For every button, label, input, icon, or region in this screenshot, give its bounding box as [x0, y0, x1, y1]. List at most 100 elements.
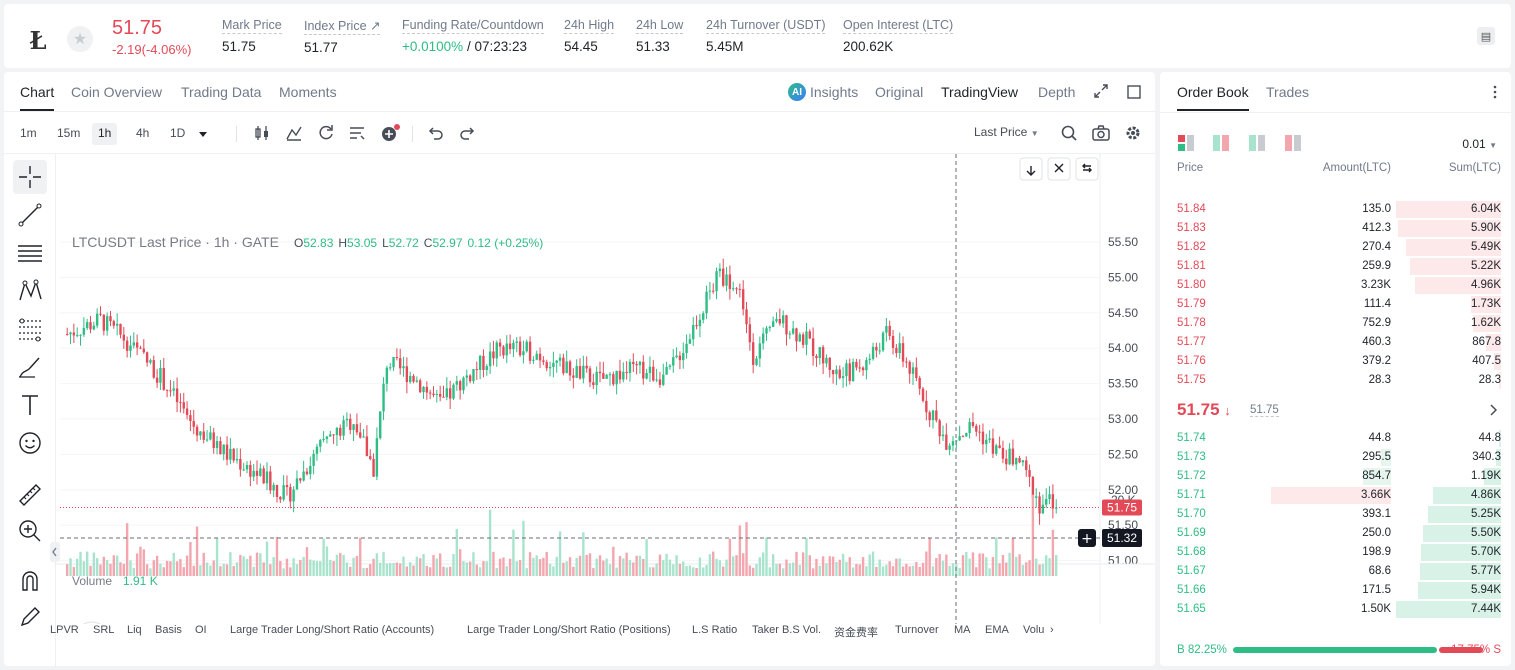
undo-icon[interactable] — [426, 123, 446, 143]
magnet-icon[interactable] — [13, 564, 47, 598]
redo-icon[interactable] — [457, 123, 477, 143]
ask-row[interactable]: 51.83 412.3 5.90K — [1160, 219, 1511, 238]
indicator-taker-bs-vol[interactable]: Taker B.S Vol. — [752, 624, 822, 636]
stat-funding-rate[interactable]: Funding Rate/Countdown +0.0100% / 07:23:… — [402, 18, 544, 54]
indicator-lpvr[interactable]: LPVR — [50, 624, 79, 636]
stat-index-price[interactable]: Index Price ↗ 51.77 — [304, 19, 381, 55]
chevron-right-icon[interactable] — [1489, 404, 1497, 416]
settings-gear-icon[interactable] — [1123, 123, 1143, 143]
volume-bar — [748, 565, 752, 576]
indicator-ma[interactable]: MA — [954, 624, 971, 636]
ask-row[interactable]: 51.78 752.9 1.62K — [1160, 314, 1511, 333]
ask-row[interactable]: 51.75 28.3 28.3 — [1160, 371, 1511, 390]
bids-only-mode-icon[interactable] — [1249, 135, 1267, 151]
ask-row[interactable]: 51.76 379.2 407.5 — [1160, 352, 1511, 371]
tab-chart[interactable]: Chart — [20, 84, 55, 111]
indicator-ema[interactable]: EMA — [985, 624, 1009, 636]
both-sides-mode-icon[interactable] — [1178, 135, 1196, 151]
ruler-icon[interactable] — [13, 478, 47, 512]
ask-row[interactable]: 51.77 460.3 867.8 — [1160, 333, 1511, 352]
zoom-in-icon[interactable] — [13, 514, 47, 548]
bid-row[interactable]: 51.68 198.9 5.70K — [1160, 543, 1511, 562]
add-indicator-icon[interactable] — [380, 123, 400, 143]
tab-coin-overview[interactable]: Coin Overview — [71, 84, 163, 100]
indicator-large-trader-positions[interactable]: Large Trader Long/Short Ratio (Positions… — [467, 624, 671, 636]
indicator-large-trader-accounts[interactable]: Large Trader Long/Short Ratio (Accounts) — [230, 624, 435, 636]
asks-only-mode-icon[interactable] — [1285, 135, 1303, 151]
replay-icon[interactable] — [316, 123, 336, 143]
pattern-icon[interactable] — [13, 274, 47, 308]
bid-row[interactable]: 51.67 68.6 5.77K — [1160, 562, 1511, 581]
window-icon[interactable] — [1127, 85, 1141, 99]
search-icon[interactable] — [1059, 123, 1079, 143]
indicator-volume[interactable]: Volu — [1023, 624, 1045, 636]
bid-row[interactable]: 51.74 44.8 44.8 — [1160, 429, 1511, 448]
bids-asks-mode-icon[interactable] — [1213, 135, 1231, 151]
price-type-select[interactable]: Last Price ▼ — [974, 125, 1039, 139]
tab-moments[interactable]: Moments — [279, 84, 337, 100]
pencil-lock-icon[interactable] — [13, 600, 47, 634]
precision-select[interactable]: 0.01 ▼ — [1462, 137, 1497, 151]
fib-retracement-icon[interactable] — [13, 312, 47, 346]
timeframe-1h[interactable]: 1h — [92, 123, 118, 145]
volume-bar — [708, 554, 712, 576]
indicator-ls-ratio[interactable]: L.S Ratio — [692, 624, 738, 636]
candle-body — [735, 288, 738, 290]
bid-row[interactable]: 51.66 171.5 5.94K — [1160, 581, 1511, 600]
candle-body — [488, 351, 492, 367]
timeframe-15m[interactable]: 15m — [57, 126, 81, 140]
expand-icon[interactable] — [1094, 84, 1108, 98]
candle-body — [638, 361, 642, 366]
emoji-icon[interactable] — [13, 426, 47, 460]
timeframe-1m[interactable]: 1m — [20, 126, 37, 140]
bid-row[interactable]: 51.70 393.1 5.25K — [1160, 505, 1511, 524]
bid-row[interactable]: 51.73 295.5 340.3 — [1160, 448, 1511, 467]
indicators-icon[interactable] — [284, 123, 304, 143]
indicator-oi[interactable]: OI — [195, 624, 207, 636]
view-depth[interactable]: Depth — [1038, 84, 1076, 100]
indicator-liq[interactable]: Liq — [127, 624, 142, 636]
text-tool-icon[interactable] — [13, 388, 47, 422]
more-options-icon[interactable] — [1493, 85, 1497, 99]
view-insights[interactable]: Insights — [810, 84, 859, 100]
sell-ratio-bar — [1438, 647, 1483, 653]
tab-trades[interactable]: Trades — [1266, 84, 1310, 100]
camera-icon[interactable] — [1091, 123, 1111, 143]
view-tradingview[interactable]: TradingView — [941, 84, 1019, 100]
bid-row[interactable]: 51.71 3.66K 4.86K — [1160, 486, 1511, 505]
candle-body — [135, 342, 139, 348]
chevron-right-icon[interactable]: › — [1050, 624, 1054, 636]
candlestick-chart[interactable]: 55.50 55.00 54.50 54.00 53.50 53.00 52.50 52.00… — [56, 154, 1155, 624]
stat-mark-price[interactable]: Mark Price 51.75 — [222, 18, 282, 54]
templates-icon[interactable] — [347, 123, 367, 143]
tab-order-book[interactable]: Order Book — [1177, 84, 1249, 111]
tab-trading-data[interactable]: Trading Data — [181, 84, 262, 100]
indicator-funding-rate[interactable]: 资金费率 — [834, 627, 878, 639]
ask-row[interactable]: 51.84 135.0 6.04K — [1160, 200, 1511, 219]
brush-icon[interactable] — [13, 350, 47, 384]
candlestick-icon[interactable] — [252, 123, 272, 143]
bid-row[interactable]: 51.65 1.50K 7.44K — [1160, 600, 1511, 619]
ask-row[interactable]: 51.81 259.9 5.22K — [1160, 257, 1511, 276]
timeframe-4h[interactable]: 4h — [136, 126, 150, 140]
horizontal-lines-icon[interactable] — [13, 236, 47, 270]
bid-row[interactable]: 51.69 250.0 5.50K — [1160, 524, 1511, 543]
favorite-star-icon[interactable]: ★ — [67, 26, 93, 52]
ask-depth-bar — [1499, 372, 1501, 389]
chevron-down-icon[interactable] — [199, 132, 207, 138]
view-original[interactable]: Original — [875, 84, 924, 100]
bid-row[interactable]: 51.72 854.7 1.19K — [1160, 467, 1511, 486]
crosshair-icon[interactable] — [13, 160, 47, 194]
collapse-toolbar-icon[interactable] — [50, 542, 60, 562]
ask-row[interactable]: 51.80 3.23K 4.96K — [1160, 276, 1511, 295]
timeframe-1d[interactable]: 1D — [170, 126, 186, 140]
column-price: Price — [1177, 162, 1204, 174]
ask-row[interactable]: 51.82 270.4 5.49K — [1160, 238, 1511, 257]
indicator-turnover[interactable]: Turnover — [895, 624, 939, 636]
indicator-srl[interactable]: SRL — [93, 624, 115, 636]
indicator-basis[interactable]: Basis — [155, 624, 182, 636]
ask-row[interactable]: 51.79 111.4 1.73K — [1160, 295, 1511, 314]
book-icon[interactable]: ▤ — [1477, 27, 1495, 45]
volume-bar — [72, 567, 76, 576]
trend-line-icon[interactable] — [13, 198, 47, 232]
